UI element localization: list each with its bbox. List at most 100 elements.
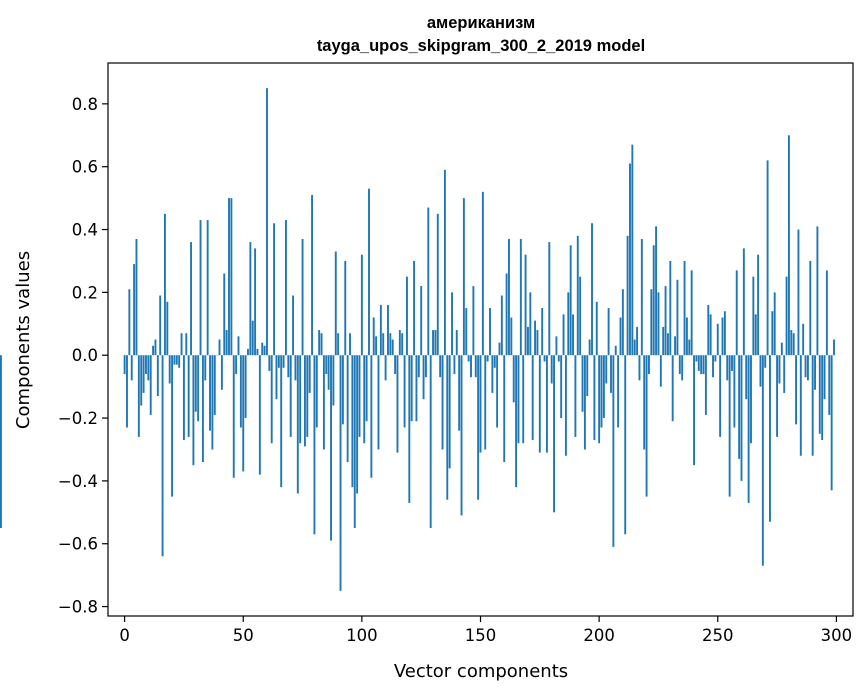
bar [510, 317, 513, 356]
bar [636, 326, 639, 356]
bar [128, 289, 131, 356]
bar [422, 355, 425, 400]
bar [292, 295, 295, 356]
bar [266, 88, 268, 356]
bar [624, 355, 627, 535]
bar [398, 330, 401, 356]
bar [368, 188, 370, 356]
bar [541, 308, 544, 356]
bar [787, 135, 790, 356]
y-axis-ticks: −0.8 −0.6 −0.4 −0.2 0.0 0.2 0.4 0.6 0.8 [58, 95, 108, 617]
bar [572, 314, 574, 356]
bar [173, 355, 176, 365]
bar [823, 355, 826, 400]
bar [443, 169, 446, 356]
bar [593, 355, 596, 441]
bar [161, 355, 164, 557]
bar [685, 317, 688, 356]
bar [602, 355, 605, 419]
bar [149, 355, 152, 415]
bar [610, 355, 612, 393]
bar [712, 355, 714, 378]
bar [764, 355, 767, 368]
bar [538, 355, 541, 453]
bar [671, 355, 674, 422]
bar [797, 229, 800, 356]
bar [332, 355, 335, 406]
bar [432, 330, 434, 356]
bar [529, 292, 532, 356]
bar [479, 355, 482, 453]
bar [707, 304, 710, 356]
bar [453, 355, 456, 375]
bar [171, 355, 174, 497]
bar [163, 213, 166, 356]
bar [256, 348, 259, 356]
bar [360, 254, 363, 356]
bar [299, 355, 302, 444]
bar [489, 308, 491, 356]
bar [330, 355, 332, 541]
bar [534, 320, 537, 356]
bar [270, 355, 273, 444]
bar [261, 342, 264, 356]
bar [458, 355, 461, 431]
bar [349, 333, 351, 356]
bar [500, 295, 503, 356]
bar [612, 355, 615, 547]
bar [505, 273, 508, 356]
bar [379, 304, 382, 356]
bar [341, 355, 344, 425]
bar [239, 355, 242, 428]
bar [178, 355, 181, 368]
bar [666, 333, 669, 356]
bar [325, 355, 328, 375]
bar [187, 355, 190, 437]
bar [439, 355, 442, 378]
bar [598, 355, 601, 444]
bar [567, 292, 570, 356]
bar [339, 355, 342, 591]
bar [166, 301, 169, 356]
bar [761, 355, 764, 566]
bar [780, 342, 783, 356]
bar [638, 355, 641, 381]
bar [289, 355, 292, 437]
bars-group [0, 88, 835, 591]
bar [626, 235, 629, 356]
bar [346, 355, 349, 463]
x-axis-ticks: 0 50 100 150 200 250 300 [119, 616, 852, 645]
bar [524, 254, 527, 356]
bar [659, 355, 662, 387]
bar [825, 270, 828, 356]
bar [382, 333, 385, 356]
bar [137, 355, 140, 437]
bar [244, 355, 247, 419]
bar [391, 339, 394, 356]
bar [576, 235, 579, 356]
bar [263, 345, 266, 356]
bar [564, 355, 567, 456]
bar [493, 355, 496, 368]
bar [503, 355, 506, 463]
bar [690, 270, 693, 356]
bar [130, 355, 133, 381]
bar [154, 339, 157, 356]
bar [159, 295, 162, 356]
bar [429, 355, 432, 529]
bar [750, 355, 752, 444]
bar [759, 355, 762, 387]
bar [828, 355, 831, 415]
bar [344, 260, 347, 356]
bar [688, 339, 691, 356]
y-tick-label: 0.2 [72, 283, 98, 302]
bar [396, 355, 399, 453]
y-tick-label: −0.4 [58, 472, 98, 491]
bar [372, 317, 375, 356]
bar [185, 333, 188, 356]
bar [700, 355, 703, 375]
bar [752, 276, 755, 356]
bar [460, 355, 463, 516]
y-tick-label: 0.0 [72, 346, 98, 365]
x-tick-label: 100 [346, 626, 378, 645]
